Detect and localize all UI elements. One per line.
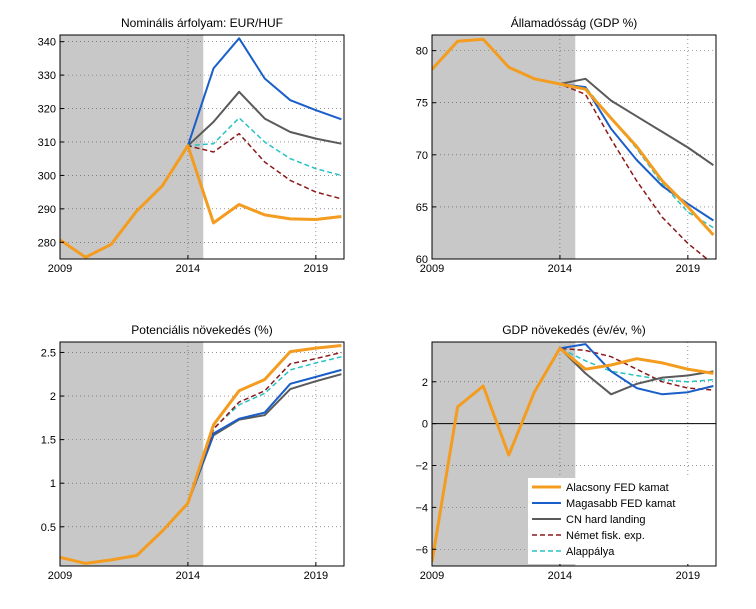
y-tick-label: 80 xyxy=(416,46,428,58)
legend-entry-low-fed: Alacsony FED kamat xyxy=(532,482,669,494)
x-tick-label: 2019 xyxy=(304,570,328,582)
panel-exchange-rate: Nominális árfolyam: EUR/HUF 280 290 300 310… xyxy=(38,16,345,275)
axes-frame xyxy=(59,341,345,567)
series-line-german-fisk xyxy=(60,351,342,565)
x-tick-label: 2009 xyxy=(420,263,444,275)
y-tick-label: −6 xyxy=(415,544,428,556)
y-tick-label: 2.5 xyxy=(41,347,56,359)
y-tick-label: 290 xyxy=(38,204,56,216)
y-tick-label: −2 xyxy=(415,461,428,473)
x-tick-label: 2014 xyxy=(548,263,572,275)
y-tick-label: 280 xyxy=(38,237,56,249)
x-tick-label: 2014 xyxy=(176,263,200,275)
axes-frame xyxy=(59,34,345,260)
legend-label: Német fisk. exp. xyxy=(566,530,645,542)
y-tick-label: 0 xyxy=(422,419,428,431)
y-tick-label: 1.5 xyxy=(41,435,56,447)
panel-title: Nominális árfolyam: EUR/HUF xyxy=(121,16,283,30)
x-tick-label: 2014 xyxy=(548,570,572,582)
axes-frame xyxy=(431,34,717,260)
y-tick-label: 70 xyxy=(416,150,428,162)
y-tick-label: 0.5 xyxy=(41,522,56,534)
legend-label: Alappálya xyxy=(566,546,615,558)
legend-label: CN hard landing xyxy=(566,514,646,526)
historical-shade xyxy=(432,35,576,259)
y-tick-label: 65 xyxy=(416,202,428,214)
legend-label: Alacsony FED kamat xyxy=(566,482,669,494)
series-line-low-fed xyxy=(432,37,715,237)
y-tick-label: 320 xyxy=(38,104,56,116)
x-tick-label: 2019 xyxy=(676,570,700,582)
legend-entry-german-fiscal: Német fisk. exp. xyxy=(532,530,645,542)
legend-entry-cn-hard-landing: CN hard landing xyxy=(532,514,646,526)
y-tick-label: 330 xyxy=(38,70,56,82)
series-line-low-fed xyxy=(432,346,714,563)
legend-entry-high-fed: Magasabb FED kamat xyxy=(532,498,675,510)
x-tick-label: 2009 xyxy=(48,263,72,275)
y-tick-label: 300 xyxy=(38,170,56,182)
x-tick-label: 2009 xyxy=(48,570,72,582)
legend-box xyxy=(528,478,714,564)
panel-gdp-growth: GDP növekedés (év/év, %) −6 −4 −2 0 2 2009 201… xyxy=(415,323,717,582)
y-tick-label: 2 xyxy=(422,377,428,389)
x-tick-label: 2019 xyxy=(676,263,700,275)
legend-entry-baseline: Alappálya xyxy=(532,546,615,558)
x-tick-label: 2019 xyxy=(304,263,328,275)
panel-potential-growth: Potenciális növekedés (%) 0.5 1 1.5 2 2.5 200… xyxy=(41,323,345,582)
axes-frame xyxy=(431,341,717,567)
x-tick-label: 2014 xyxy=(176,570,200,582)
legend-label: Magasabb FED kamat xyxy=(566,498,675,510)
series-line-baseline xyxy=(60,356,342,565)
series-line-low-fed xyxy=(60,144,342,259)
y-tick-label: 1 xyxy=(50,478,56,490)
y-tick-label: 75 xyxy=(416,98,428,110)
series-line-low-fed xyxy=(60,344,342,565)
panel-title: Potenciális növekedés (%) xyxy=(131,323,272,337)
panel-government-debt: Államadósság (GDP %) 60 65 70 75 80 2009 2014 2… xyxy=(416,15,717,275)
y-tick-label: 340 xyxy=(38,37,56,49)
historical-shade xyxy=(60,342,204,566)
legend: Alacsony FED kamat Magasabb FED kamat CN… xyxy=(528,478,714,564)
y-tick-label: 2 xyxy=(50,391,56,403)
panel-title: Államadósság (GDP %) xyxy=(511,15,638,30)
y-tick-label: 310 xyxy=(38,137,56,149)
historical-shade xyxy=(60,35,204,259)
x-tick-label: 2009 xyxy=(420,570,444,582)
panel-title: GDP növekedés (év/év, %) xyxy=(502,323,646,337)
y-tick-label: 60 xyxy=(416,254,428,266)
y-tick-label: −4 xyxy=(415,502,428,514)
